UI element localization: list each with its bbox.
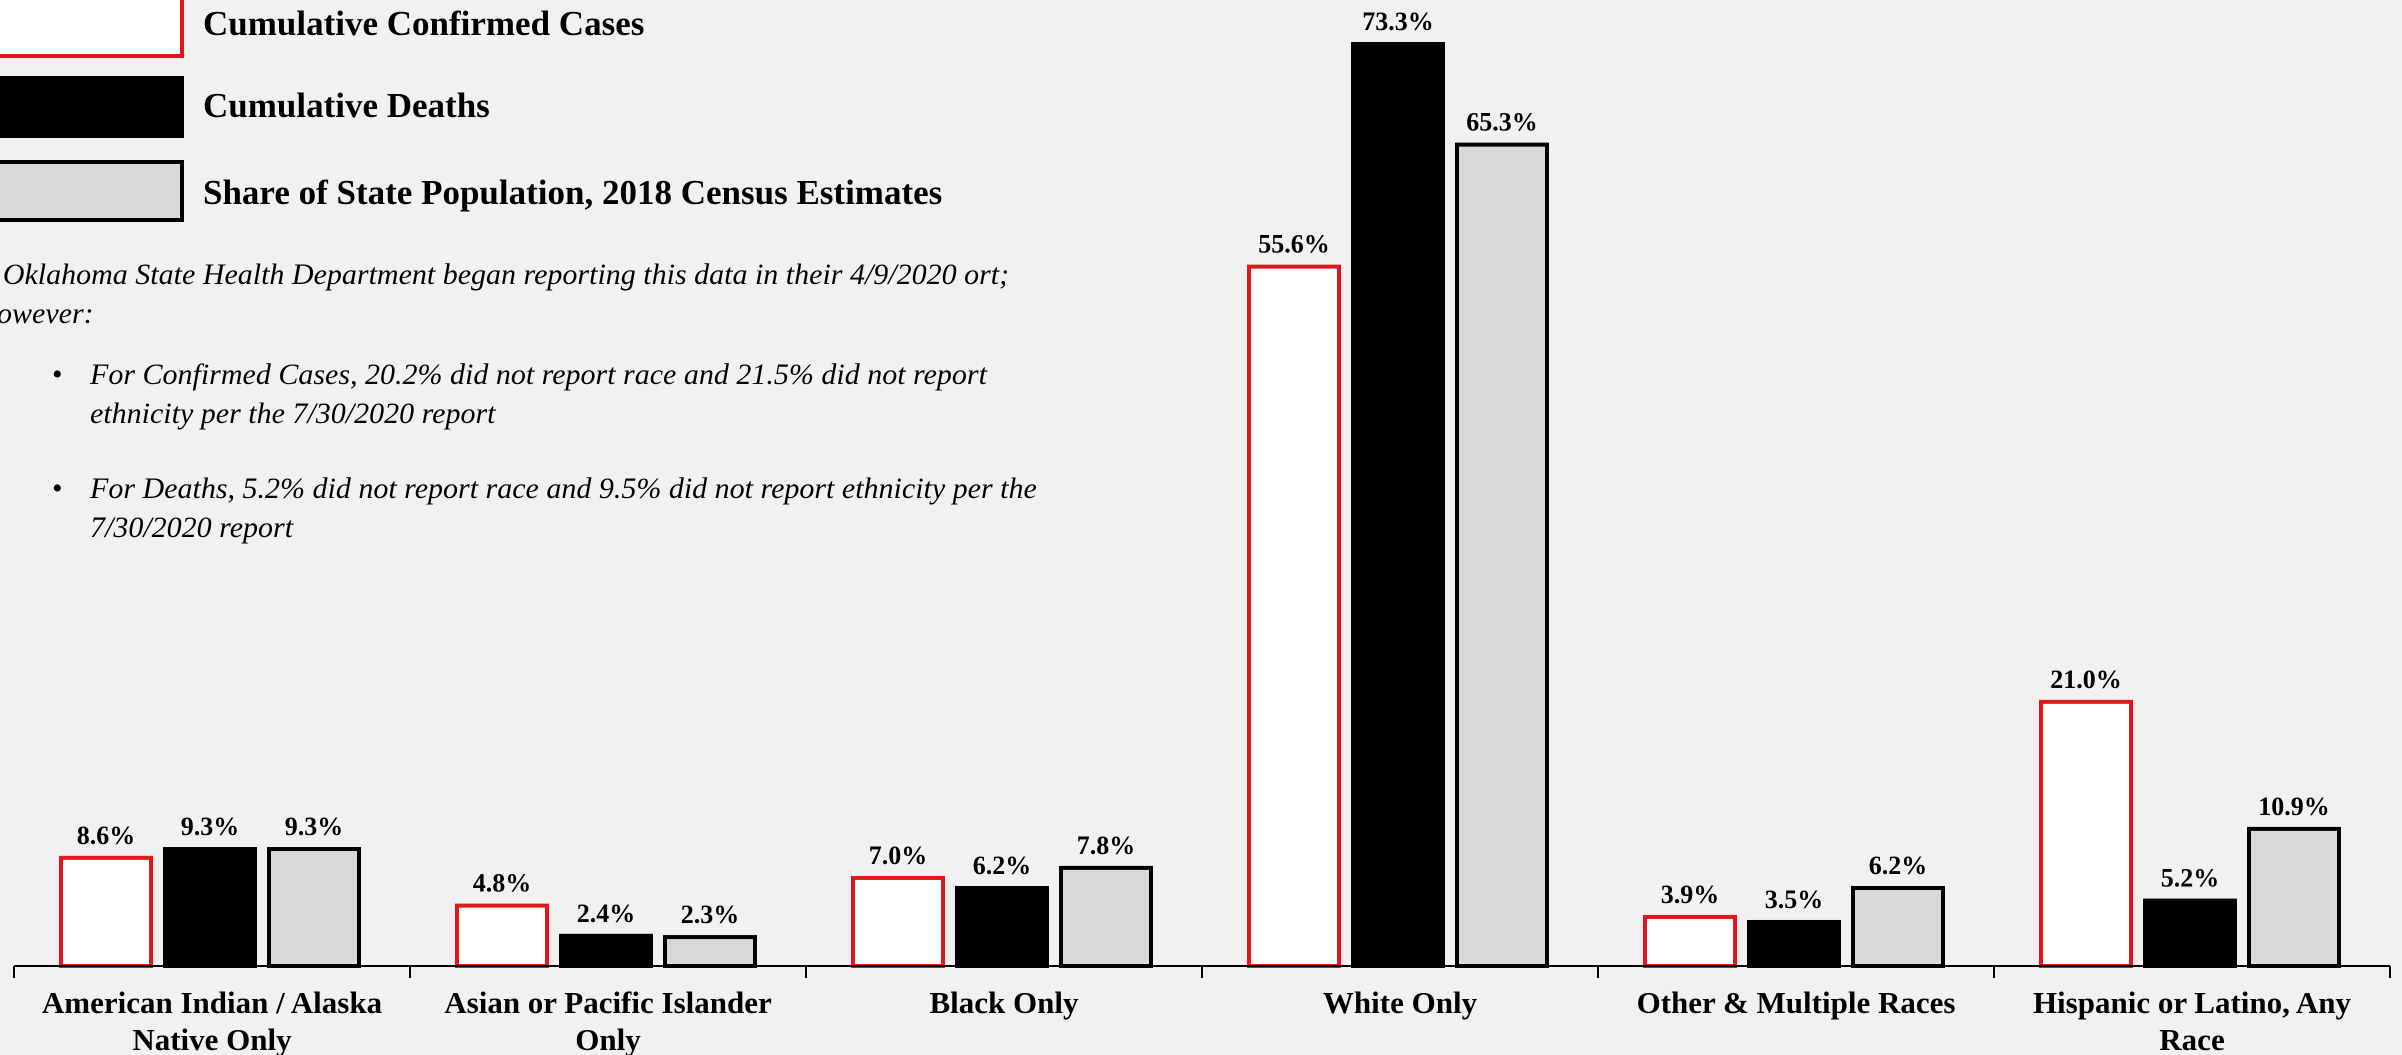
legend-label-population: Share of State Population, 2018 Census E… bbox=[203, 173, 943, 212]
note-bullet-list: For Confirmed Cases, 20.2% did not repor… bbox=[0, 355, 1062, 547]
bar-share-of-state-population-2018-census-estimates-hispanic-or-latino-any-race bbox=[2247, 826, 2341, 968]
bar-cumulative-confirmed-cases-white-only bbox=[1247, 264, 1341, 968]
data-label-share-of-state-population-2018-census-estimates-other-multiple-races: 6.2% bbox=[1869, 851, 1928, 880]
legend-label-confirmed-cases: Cumulative Confirmed Cases bbox=[203, 4, 645, 43]
data-label-cumulative-confirmed-cases-hispanic-or-latino-any-race: 21.0% bbox=[2050, 665, 2122, 694]
data-label-cumulative-deaths-other-multiple-races: 3.5% bbox=[1765, 885, 1824, 914]
bar-cumulative-deaths-other-multiple-races bbox=[1747, 919, 1841, 969]
bar-cumulative-deaths-black-only bbox=[955, 886, 1049, 969]
data-label-cumulative-confirmed-cases-white-only: 55.6% bbox=[1258, 230, 1330, 259]
bar-cumulative-confirmed-cases-american-indian-alaska-native-only bbox=[59, 855, 153, 968]
data-label-cumulative-confirmed-cases-other-multiple-races: 3.9% bbox=[1661, 880, 1720, 909]
legend-swatch-confirmed-cases bbox=[0, 0, 184, 58]
data-label-cumulative-deaths-american-indian-alaska-native-only: 9.3% bbox=[181, 812, 240, 841]
bar-share-of-state-population-2018-census-estimates-black-only bbox=[1059, 865, 1153, 968]
bar-cumulative-deaths-hispanic-or-latino-any-race bbox=[2143, 898, 2237, 969]
bar-cumulative-confirmed-cases-other-multiple-races bbox=[1643, 914, 1737, 969]
note-bullet-confirmed-cases: For Confirmed Cases, 20.2% did not repor… bbox=[52, 355, 1062, 433]
bar-cumulative-deaths-white-only bbox=[1351, 42, 1445, 968]
legend-swatch-deaths bbox=[0, 76, 184, 138]
data-note: e Oklahoma State Health Department began… bbox=[0, 255, 1062, 583]
bar-share-of-state-population-2018-census-estimates-asian-or-pacific-islander-only bbox=[663, 935, 757, 969]
data-label-share-of-state-population-2018-census-estimates-asian-or-pacific-islander-only: 2.3% bbox=[681, 900, 740, 929]
x-tick-label-other-multiple-races: Other & Multiple Races bbox=[1637, 985, 1956, 1020]
data-label-cumulative-deaths-white-only: 73.3% bbox=[1362, 7, 1434, 36]
x-tick-label-american-indian-alaska-native-only: American Indian / Alaska Native Only bbox=[42, 985, 383, 1055]
data-label-cumulative-confirmed-cases-asian-or-pacific-islander-only: 4.8% bbox=[473, 869, 532, 898]
legend-swatch-population bbox=[0, 160, 184, 222]
x-tick-label-asian-or-pacific-islander-only: Asian or Pacific Islander Only bbox=[444, 985, 772, 1055]
bar-cumulative-deaths-american-indian-alaska-native-only bbox=[163, 847, 257, 968]
bar-cumulative-confirmed-cases-asian-or-pacific-islander-only bbox=[455, 903, 549, 969]
data-label-share-of-state-population-2018-census-estimates-hispanic-or-latino-any-race: 10.9% bbox=[2258, 792, 2330, 821]
data-label-share-of-state-population-2018-census-estimates-white-only: 65.3% bbox=[1466, 108, 1538, 137]
data-label-share-of-state-population-2018-census-estimates-american-indian-alaska-native-only: 9.3% bbox=[285, 812, 344, 841]
x-tick-label-white-only: White Only bbox=[1323, 985, 1478, 1020]
bar-cumulative-confirmed-cases-black-only bbox=[851, 875, 945, 968]
bar-share-of-state-population-2018-census-estimates-american-indian-alaska-native-only bbox=[267, 847, 361, 968]
bar-cumulative-deaths-asian-or-pacific-islander-only bbox=[559, 933, 653, 968]
data-label-cumulative-confirmed-cases-black-only: 7.0% bbox=[869, 841, 928, 870]
x-tick-label-black-only: Black Only bbox=[929, 985, 1079, 1020]
bar-share-of-state-population-2018-census-estimates-white-only bbox=[1455, 142, 1549, 968]
note-bullet-deaths: For Deaths, 5.2% did not report race and… bbox=[52, 469, 1062, 547]
bar-cumulative-confirmed-cases-hispanic-or-latino-any-race bbox=[2039, 699, 2133, 968]
bar-share-of-state-population-2018-census-estimates-other-multiple-races bbox=[1851, 886, 1945, 969]
data-label-share-of-state-population-2018-census-estimates-black-only: 7.8% bbox=[1077, 831, 1136, 860]
data-label-cumulative-deaths-hispanic-or-latino-any-race: 5.2% bbox=[2161, 864, 2220, 893]
data-label-cumulative-deaths-asian-or-pacific-islander-only: 2.4% bbox=[577, 899, 636, 928]
note-intro: e Oklahoma State Health Department began… bbox=[0, 258, 1010, 330]
data-label-cumulative-deaths-black-only: 6.2% bbox=[973, 851, 1032, 880]
legend-label-deaths: Cumulative Deaths bbox=[203, 86, 490, 125]
data-label-cumulative-confirmed-cases-american-indian-alaska-native-only: 8.6% bbox=[77, 821, 136, 850]
x-tick-label-hispanic-or-latino-any-race: Hispanic or Latino, Any Race bbox=[2033, 985, 2352, 1055]
